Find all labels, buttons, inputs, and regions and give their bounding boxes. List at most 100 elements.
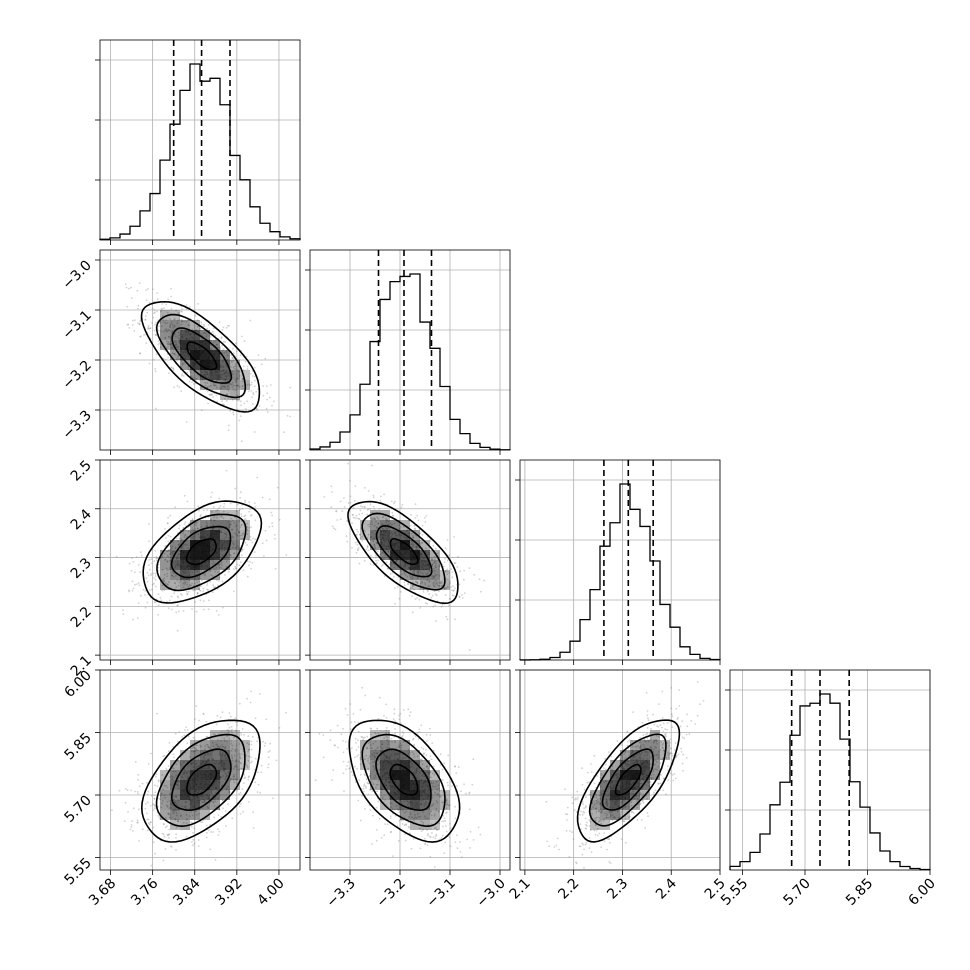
scatter-point — [337, 746, 339, 749]
scatter-point — [137, 808, 140, 811]
scatter-point — [230, 383, 232, 385]
scatter-point — [350, 771, 353, 773]
scatter-point — [212, 333, 215, 335]
scatter-point — [458, 595, 461, 598]
scatter-point — [221, 711, 224, 714]
scatter-point — [181, 310, 183, 313]
scatter-point — [206, 390, 209, 393]
scatter-point — [250, 690, 253, 693]
scatter-point — [167, 750, 170, 753]
scatter-point — [454, 841, 457, 843]
scatter-point — [139, 320, 142, 322]
scatter-point — [246, 575, 249, 578]
scatter-point — [209, 340, 212, 342]
scatter-point — [127, 811, 129, 813]
scatter-point — [145, 299, 148, 301]
scatter-point — [228, 325, 231, 327]
scatter-point — [407, 708, 410, 711]
scatter-point — [346, 540, 349, 543]
scatter-point — [322, 734, 325, 736]
scatter-point — [257, 771, 259, 774]
scatter-point — [372, 494, 375, 497]
scatter-point — [323, 496, 326, 498]
scatter-point — [331, 491, 333, 493]
scatter-point — [168, 343, 170, 345]
scatter-point — [226, 354, 229, 356]
scatter-point — [151, 307, 154, 310]
scatter-point — [162, 859, 165, 862]
scatter-point — [187, 324, 190, 327]
scatter-point — [352, 774, 354, 777]
scatter-point — [138, 785, 141, 788]
scatter-point — [412, 838, 415, 840]
scatter-point — [246, 368, 249, 371]
scatter-point — [349, 501, 352, 504]
scatter-point — [165, 331, 168, 333]
scatter-point — [144, 318, 147, 321]
scatter-point — [380, 495, 382, 498]
scatter-point — [197, 505, 200, 508]
scatter-point — [394, 603, 396, 605]
axis-frame-0-0 — [99, 39, 301, 241]
scatter-point — [118, 789, 121, 792]
scatter-point — [283, 431, 285, 433]
scatter-point — [237, 384, 240, 387]
scatter-point — [193, 843, 196, 845]
scatter-point — [202, 600, 205, 602]
scatter-point — [330, 485, 333, 488]
scatter-point — [156, 298, 159, 301]
scatter-point — [458, 583, 461, 586]
scatter-point — [239, 491, 242, 494]
scatter-point — [254, 781, 257, 784]
scatter-point — [159, 346, 162, 349]
scatter-point — [181, 373, 184, 375]
scatter-point — [212, 831, 215, 833]
scatter-point — [200, 321, 202, 324]
scatter-point — [167, 356, 169, 359]
scatter-point — [230, 354, 233, 357]
scatter-point — [248, 383, 251, 386]
scatter-point — [372, 496, 375, 499]
scatter-point — [164, 848, 167, 850]
scatter-point — [393, 708, 396, 711]
scatter-point — [140, 554, 143, 557]
scatter-point — [209, 848, 212, 851]
scatter-point — [404, 839, 407, 842]
scatter-point — [205, 720, 208, 723]
scatter-point — [432, 605, 435, 608]
scatter-point — [342, 727, 344, 730]
scatter-point — [182, 610, 185, 612]
scatter-point — [172, 367, 175, 370]
scatter-point — [150, 752, 152, 755]
histogram-2 — [519, 483, 721, 661]
scatter-point — [151, 322, 153, 324]
scatter-point — [268, 396, 271, 399]
scatter-point — [249, 560, 251, 563]
scatter-point — [454, 618, 456, 621]
scatter-point — [134, 790, 136, 793]
scatter-point — [400, 591, 402, 593]
scatter-point — [232, 413, 235, 416]
scatter-point — [236, 394, 239, 397]
scatter-point — [164, 329, 166, 331]
scatter-point — [449, 845, 452, 848]
scatter-point — [194, 601, 197, 604]
scatter-point — [228, 712, 231, 714]
scatter-point — [468, 649, 471, 651]
scatter-point — [235, 368, 238, 370]
density-panel-3-0 — [95, 669, 301, 875]
scatter-point — [133, 330, 136, 332]
scatter-point — [182, 362, 184, 365]
scatter-point — [378, 696, 381, 699]
density-panel-2-1 — [305, 459, 511, 665]
scatter-point — [181, 362, 184, 364]
scatter-point — [359, 708, 362, 711]
scatter-point — [248, 564, 250, 567]
scatter-point — [130, 824, 133, 826]
scatter-point — [453, 536, 455, 538]
scatter-point — [364, 487, 366, 489]
scatter-point — [176, 604, 179, 607]
scatter-point — [128, 287, 130, 290]
scatter-point — [576, 796, 579, 799]
scatter-point — [141, 782, 144, 785]
